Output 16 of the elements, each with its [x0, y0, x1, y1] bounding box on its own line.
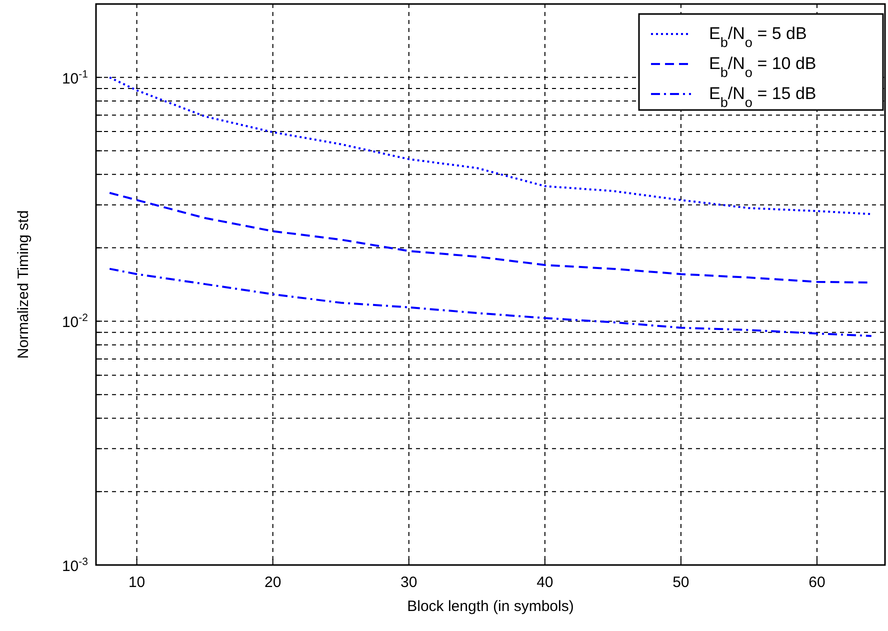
y-tick-label: 10$^{-3}$ — [62, 556, 88, 575]
y-axis-title: Normalized Timing std — [15, 210, 32, 359]
y-tick-label: 10$^{-2}$ — [62, 312, 88, 332]
line-series — [108, 268, 872, 337]
legend-label: E$_{b}$/N$_{o}$ = 5 dB — [709, 24, 807, 50]
legend-label: E$_{b}$/N$_{o}$ = 15 dB — [709, 84, 816, 110]
x-tick-label: 10 — [128, 574, 146, 591]
x-tick-label: 40 — [536, 574, 554, 591]
x-tick-label: 30 — [400, 574, 418, 591]
y-tick-label: 10$^{-1}$ — [62, 68, 88, 88]
x-tick-label: 20 — [264, 574, 282, 591]
line-series — [108, 76, 872, 216]
x-tick-label: 60 — [808, 574, 826, 591]
legend-label: E$_{b}$/N$_{o}$ = 10 dB — [709, 54, 816, 80]
x-axis-title: Block length (in symbols) — [407, 598, 574, 615]
x-tick-label: 50 — [672, 574, 690, 591]
